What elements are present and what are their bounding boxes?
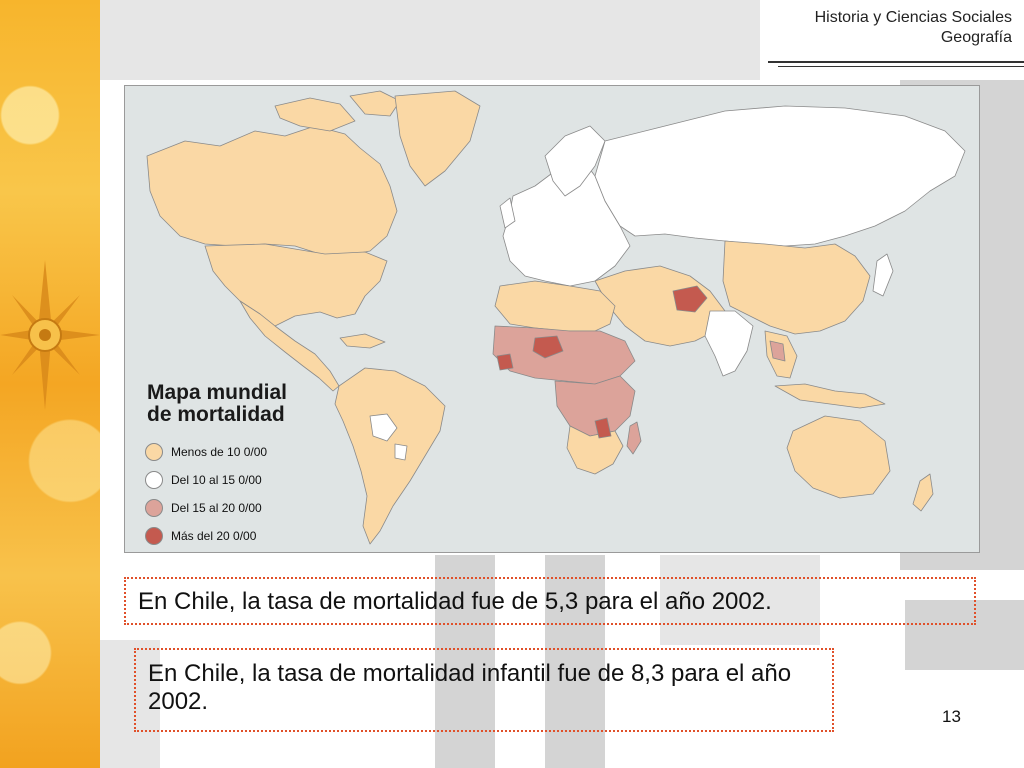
legend-item: Más del 20 0/00: [145, 522, 267, 550]
legend-swatch: [145, 443, 163, 461]
page-number: 13: [942, 707, 961, 726]
background-shape: [100, 0, 760, 80]
legend-swatch: [145, 499, 163, 517]
region-central-africa: [554, 375, 636, 437]
region-canada: [146, 125, 398, 257]
region-arctic-islands: [349, 90, 401, 117]
region-china-east-asia: [722, 240, 871, 335]
legend-label: Menos de 10 0/00: [171, 445, 268, 459]
region-paraguay: [394, 443, 408, 461]
region-west-africa-dark: [496, 353, 514, 371]
note-mortality-rate: En Chile, la tasa de mortalidad fue de 5…: [124, 577, 976, 625]
legend-label: Del 15 al 20 0/00: [171, 501, 262, 515]
region-arctic-islands: [274, 97, 356, 132]
map-legend: Menos de 10 0/00 Del 10 al 15 0/00 Del 1…: [145, 438, 267, 550]
legend-label: Del 10 al 15 0/00: [171, 473, 262, 487]
region-greenland: [394, 90, 481, 187]
background-shape: [100, 640, 160, 768]
region-india: [704, 310, 754, 377]
world-map-graphic: [125, 86, 979, 552]
map-title-line: Mapa mundial: [147, 381, 288, 404]
map-title: Mapa mundial de mortalidad: [147, 382, 287, 426]
legend-item: Del 15 al 20 0/00: [145, 494, 267, 522]
region-usa: [204, 243, 388, 327]
region-indonesia: [774, 383, 886, 409]
map-title-line: de mortalidad: [147, 403, 285, 426]
region-australia: [786, 415, 891, 499]
region-japan: [872, 253, 894, 297]
region-caribbean: [339, 333, 386, 349]
legend-item: Menos de 10 0/00: [145, 438, 267, 466]
header-divider: [778, 66, 1024, 67]
region-north-africa: [494, 280, 616, 332]
world-mortality-map: Mapa mundial de mortalidad Menos de 10 0…: [124, 85, 980, 553]
region-niger-mali: [532, 335, 564, 359]
legend-item: Del 10 al 15 0/00: [145, 466, 267, 494]
region-russia: [594, 105, 966, 247]
background-shape: [545, 555, 605, 768]
legend-label: Más del 20 0/00: [171, 529, 257, 543]
region-madagascar: [626, 421, 642, 455]
topic-title: Geografía: [940, 29, 1012, 46]
legend-swatch: [145, 471, 163, 489]
legend-swatch: [145, 527, 163, 545]
region-south-america: [334, 367, 446, 545]
slide-header: Historia y Ciencias Sociales Geografía: [815, 8, 1012, 48]
region-mozambique: [594, 417, 612, 439]
region-mexico-central-america: [239, 300, 340, 392]
note-infant-mortality-rate: En Chile, la tasa de mortalidad infantil…: [134, 648, 834, 732]
region-bolivia: [369, 413, 398, 442]
region-scandinavia: [544, 125, 606, 197]
background-shape: [435, 555, 495, 768]
header-divider: [768, 61, 1024, 63]
region-new-zealand: [912, 473, 934, 512]
region-laos-cambodia: [769, 340, 786, 362]
decorative-left-strip: [0, 0, 100, 768]
region-uk: [499, 197, 516, 229]
compass-rose-icon: [0, 260, 100, 410]
region-afghanistan: [672, 285, 708, 313]
subject-title: Historia y Ciencias Sociales: [814, 9, 1012, 26]
background-shape: [905, 600, 1024, 670]
background-shape: [660, 555, 820, 645]
